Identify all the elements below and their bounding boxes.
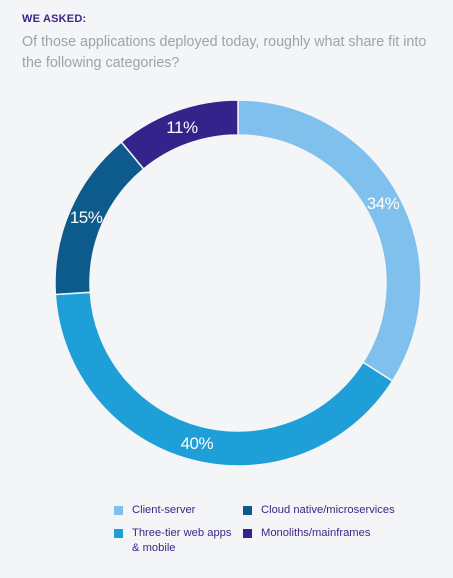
legend-label-three-tier: Three-tier web apps & mobile [132, 527, 232, 554]
donut-slice-three-tier [54, 291, 394, 467]
survey-question: Of those applications deployed today, ro… [22, 34, 427, 71]
donut-label-cloud-native: 15% [70, 208, 103, 227]
survey-eyebrow: WE ASKED: [22, 13, 87, 25]
legend-swatch-client-server [114, 506, 123, 515]
donut-label-monoliths: 11% [166, 118, 198, 137]
donut-slice-client-server [237, 99, 422, 383]
chart-legend: Client-server Cloud native/microservices… [114, 503, 414, 563]
legend-swatch-cloud-native [243, 506, 252, 515]
legend-item-three-tier: Three-tier web apps & mobile [114, 526, 232, 556]
legend-label-cloud-native: Cloud native/microservices [261, 504, 395, 516]
donut-label-client-server: 34% [367, 194, 400, 213]
legend-label-monoliths: Monoliths/mainframes [261, 527, 371, 539]
legend-swatch-monoliths [243, 529, 252, 538]
legend-label-client-server: Client-server [132, 504, 196, 516]
donut-slice-monoliths [120, 99, 239, 171]
legend-swatch-three-tier [114, 529, 123, 538]
legend-item-cloud-native: Cloud native/microservices [243, 503, 395, 518]
legend-item-monoliths: Monoliths/mainframes [243, 526, 370, 541]
donut-label-three-tier: 40% [181, 434, 214, 453]
legend-item-client-server: Client-server [114, 503, 195, 518]
